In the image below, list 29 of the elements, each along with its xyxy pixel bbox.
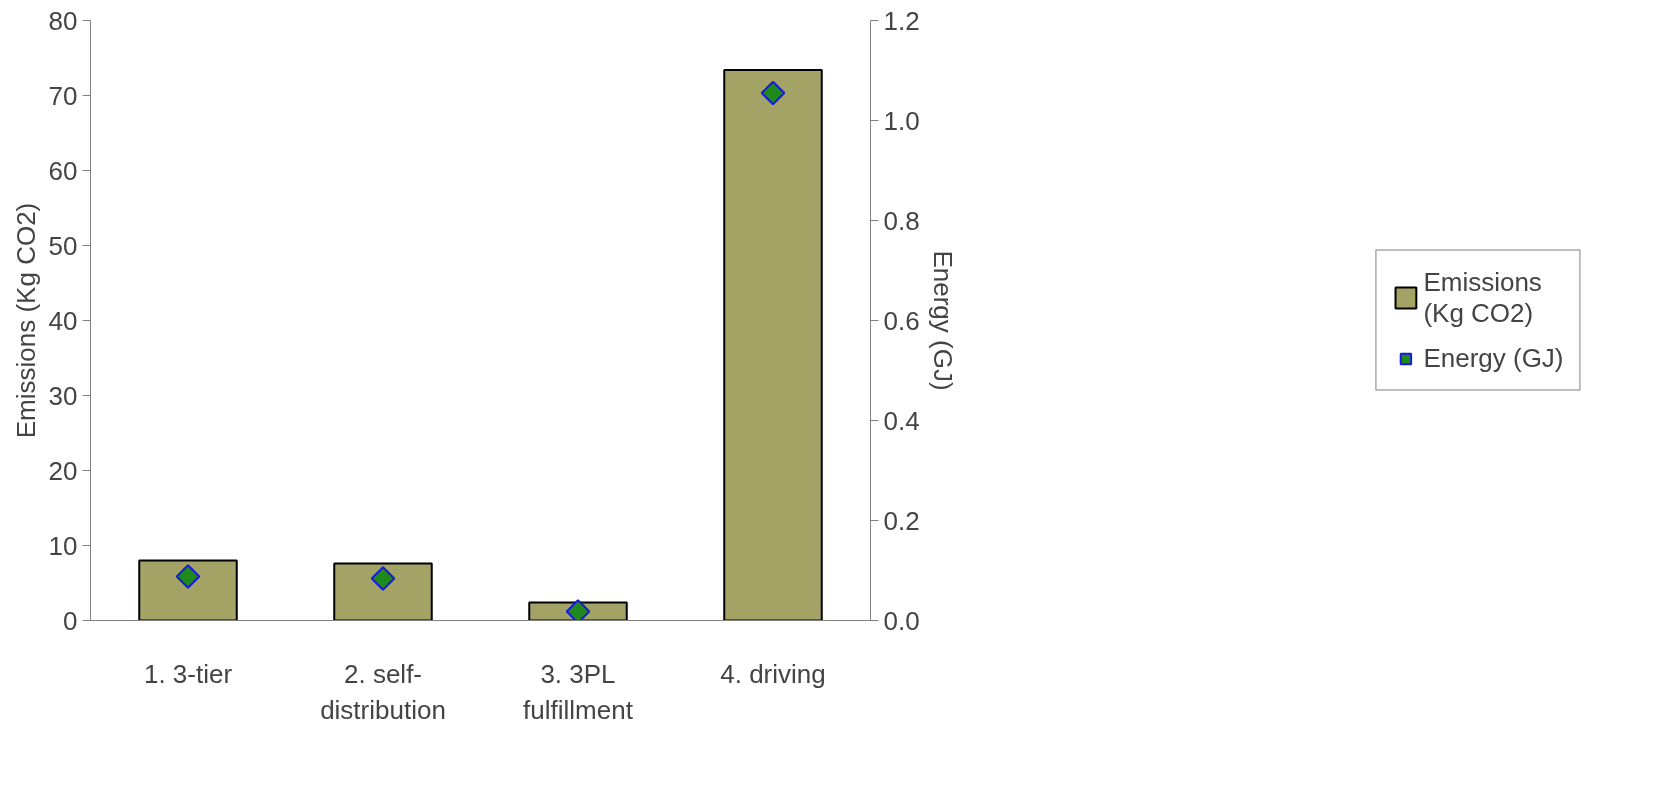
y-tick-label: 50: [48, 230, 78, 261]
y-tick-label: 30: [48, 380, 78, 411]
y-tick-label: 20: [48, 455, 78, 486]
legend-label: Emissions (Kg CO2): [1423, 266, 1542, 329]
y2-tick-label: 0.2: [883, 505, 920, 536]
y-tick-label: 60: [48, 155, 78, 186]
x-tick-label: 2. self-distribution: [320, 658, 446, 725]
bar: [333, 562, 433, 621]
y-axis-title: Emissions (Kg CO2): [10, 202, 41, 439]
y2-tick-label: 0.8: [883, 205, 920, 236]
y2-tick-label: 1.0: [883, 105, 920, 136]
legend-label: Energy (GJ): [1423, 342, 1564, 374]
point: [760, 80, 786, 106]
y2-tick-label: 0.6: [883, 305, 920, 336]
x-tick-label: 1. 3-tier: [143, 658, 233, 689]
x-tick-label: 4. driving: [720, 658, 826, 689]
y-tick-label: 0: [63, 605, 78, 636]
y2-tick-label: 1.2: [883, 5, 920, 36]
bar: [138, 559, 238, 621]
y-tick-label: 10: [48, 530, 78, 561]
bar: [723, 69, 823, 621]
x-tick-label: 3. 3PL fulfillment: [523, 658, 634, 725]
y-tick-label: 80: [48, 5, 78, 36]
y2-tick-label: 0.0: [883, 605, 920, 636]
y2-tick-label: 0.4: [883, 405, 920, 436]
y-tick-label: 40: [48, 305, 78, 336]
y-tick-label: 70: [48, 80, 78, 111]
point: [565, 599, 591, 621]
y2-axis-title: Energy (GJ): [927, 250, 958, 391]
